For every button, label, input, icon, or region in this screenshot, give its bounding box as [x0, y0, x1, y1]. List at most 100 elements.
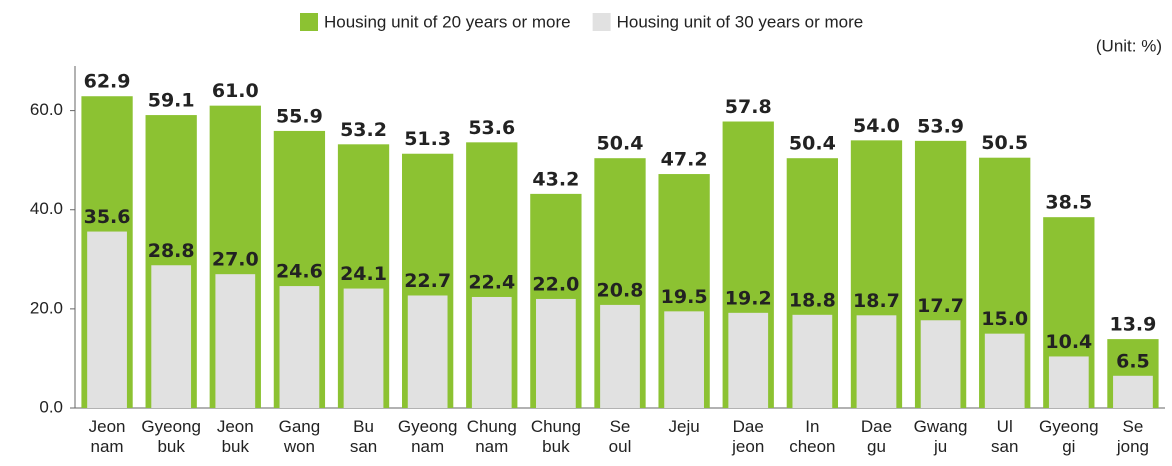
value-label: 35.6 [84, 206, 131, 228]
x-tick-label-line: Gwang [914, 417, 968, 436]
x-tick-label-line: buk [542, 437, 570, 456]
value-label: 38.5 [1045, 192, 1092, 214]
bar [856, 315, 897, 408]
x-tick-label-line: Chung [531, 417, 581, 436]
bar [984, 333, 1025, 408]
value-label: 50.5 [981, 132, 1028, 154]
x-tick-label-line: Bu [353, 417, 374, 436]
legend-swatch [300, 13, 318, 31]
bar [279, 286, 320, 408]
x-tick-label-line: nam [91, 437, 124, 456]
x-tick-label-line: nam [475, 437, 508, 456]
value-label: 19.2 [725, 287, 772, 309]
x-tick-label-line: Jeon [89, 417, 126, 436]
y-tick-label: 40.0 [30, 199, 63, 218]
x-tick-label: Jeju [669, 417, 700, 436]
x-tick-label-line: Ul [997, 417, 1013, 436]
value-label: 15.0 [981, 308, 1028, 330]
y-tick-label: 20.0 [30, 298, 63, 317]
value-label: 17.7 [917, 295, 964, 317]
y-tick-label: 0.0 [39, 397, 63, 416]
value-label: 20.8 [597, 279, 644, 301]
bar [536, 298, 576, 408]
x-tick-label: Chung nam [467, 417, 517, 456]
value-label: 57.8 [725, 96, 772, 118]
x-tick-label-line: Gyeong [398, 417, 458, 436]
value-label: 19.5 [661, 286, 708, 308]
x-tick-label-line: Chung [467, 417, 517, 436]
x-tick-label-line: gu [867, 437, 886, 456]
legend-swatch [592, 13, 611, 31]
x-tick-label-line: cheon [789, 437, 835, 456]
x-tick-label-line: san [991, 437, 1018, 456]
bar [87, 231, 127, 408]
bar [407, 295, 448, 408]
y-tick-label: 60.0 [30, 100, 63, 119]
value-label: 43.2 [532, 168, 579, 190]
x-tick-label-line: Gang [279, 417, 321, 436]
value-label: 55.9 [276, 105, 323, 127]
value-label: 53.2 [340, 119, 387, 141]
bar [920, 320, 961, 408]
value-label: 6.5 [1116, 350, 1150, 372]
x-tick-label-line: Jeon [217, 417, 254, 436]
x-tick-label: Jeon nam [89, 417, 126, 456]
x-tick-label: In cheon [789, 417, 835, 456]
bar [728, 312, 769, 408]
x-tick-label: Gyeong gi [1039, 417, 1099, 456]
x-tick-label-line: In [805, 417, 819, 436]
x-tick-label-line: Gyeong [141, 417, 201, 436]
x-tick-label-line: jeon [731, 437, 764, 456]
x-tick-label-line: oul [609, 437, 632, 456]
x-tick-label-line: Dae [733, 417, 764, 436]
x-tick-label-line: Gyeong [1039, 417, 1099, 436]
value-label: 53.6 [468, 117, 515, 139]
unit-label: (Unit: %) [1096, 36, 1162, 55]
bar [792, 314, 833, 408]
x-tick-label-line: buk [157, 437, 185, 456]
x-tick-label-line: ju [933, 437, 947, 456]
value-label: 62.9 [84, 71, 131, 93]
x-tick-label: Bu san [350, 417, 377, 456]
bar [471, 296, 512, 408]
x-tick-label: Ul san [991, 417, 1018, 456]
x-tick-label-line: Se [1123, 417, 1144, 436]
bar [1048, 356, 1089, 408]
x-tick-label: Dae jeon [731, 417, 764, 456]
x-tick-label-line: jong [1116, 437, 1149, 456]
x-tick-label: Se jong [1116, 417, 1149, 456]
legend-label: Housing unit of 30 years or more [617, 12, 864, 31]
value-label: 53.9 [917, 115, 964, 137]
value-label: 10.4 [1045, 331, 1092, 353]
value-label: 24.1 [340, 263, 387, 285]
bar [215, 274, 256, 408]
x-tick-label: Jeon buk [217, 417, 254, 456]
x-tick-label: Chung buk [531, 417, 581, 456]
value-label: 51.3 [404, 128, 451, 150]
value-label: 50.4 [789, 133, 836, 155]
value-label: 22.0 [532, 273, 579, 295]
value-label: 50.4 [597, 133, 644, 155]
x-tick-label-line: Se [610, 417, 631, 436]
x-tick-label-line: won [283, 437, 315, 456]
legend-label: Housing unit of 20 years or more [324, 12, 571, 31]
x-tick-label-line: Dae [861, 417, 892, 436]
bar [1113, 375, 1153, 408]
value-label: 22.4 [468, 271, 515, 293]
x-tick-label: Gyeong buk [141, 417, 201, 456]
x-tick-label: Gwang ju [914, 417, 968, 456]
value-label: 18.7 [853, 290, 900, 312]
value-label: 24.6 [276, 261, 323, 283]
x-tick-label-line: san [350, 437, 377, 456]
value-label: 18.8 [789, 289, 836, 311]
x-tick-label-line: gi [1062, 437, 1075, 456]
bar [600, 304, 640, 408]
x-tick-label: Gang won [279, 417, 321, 456]
value-label: 27.0 [212, 249, 259, 271]
value-label: 28.8 [148, 240, 195, 262]
x-tick-label-line: nam [411, 437, 444, 456]
x-tick-label: Se oul [609, 417, 632, 456]
bar [343, 288, 384, 408]
value-label: 61.0 [212, 80, 259, 102]
